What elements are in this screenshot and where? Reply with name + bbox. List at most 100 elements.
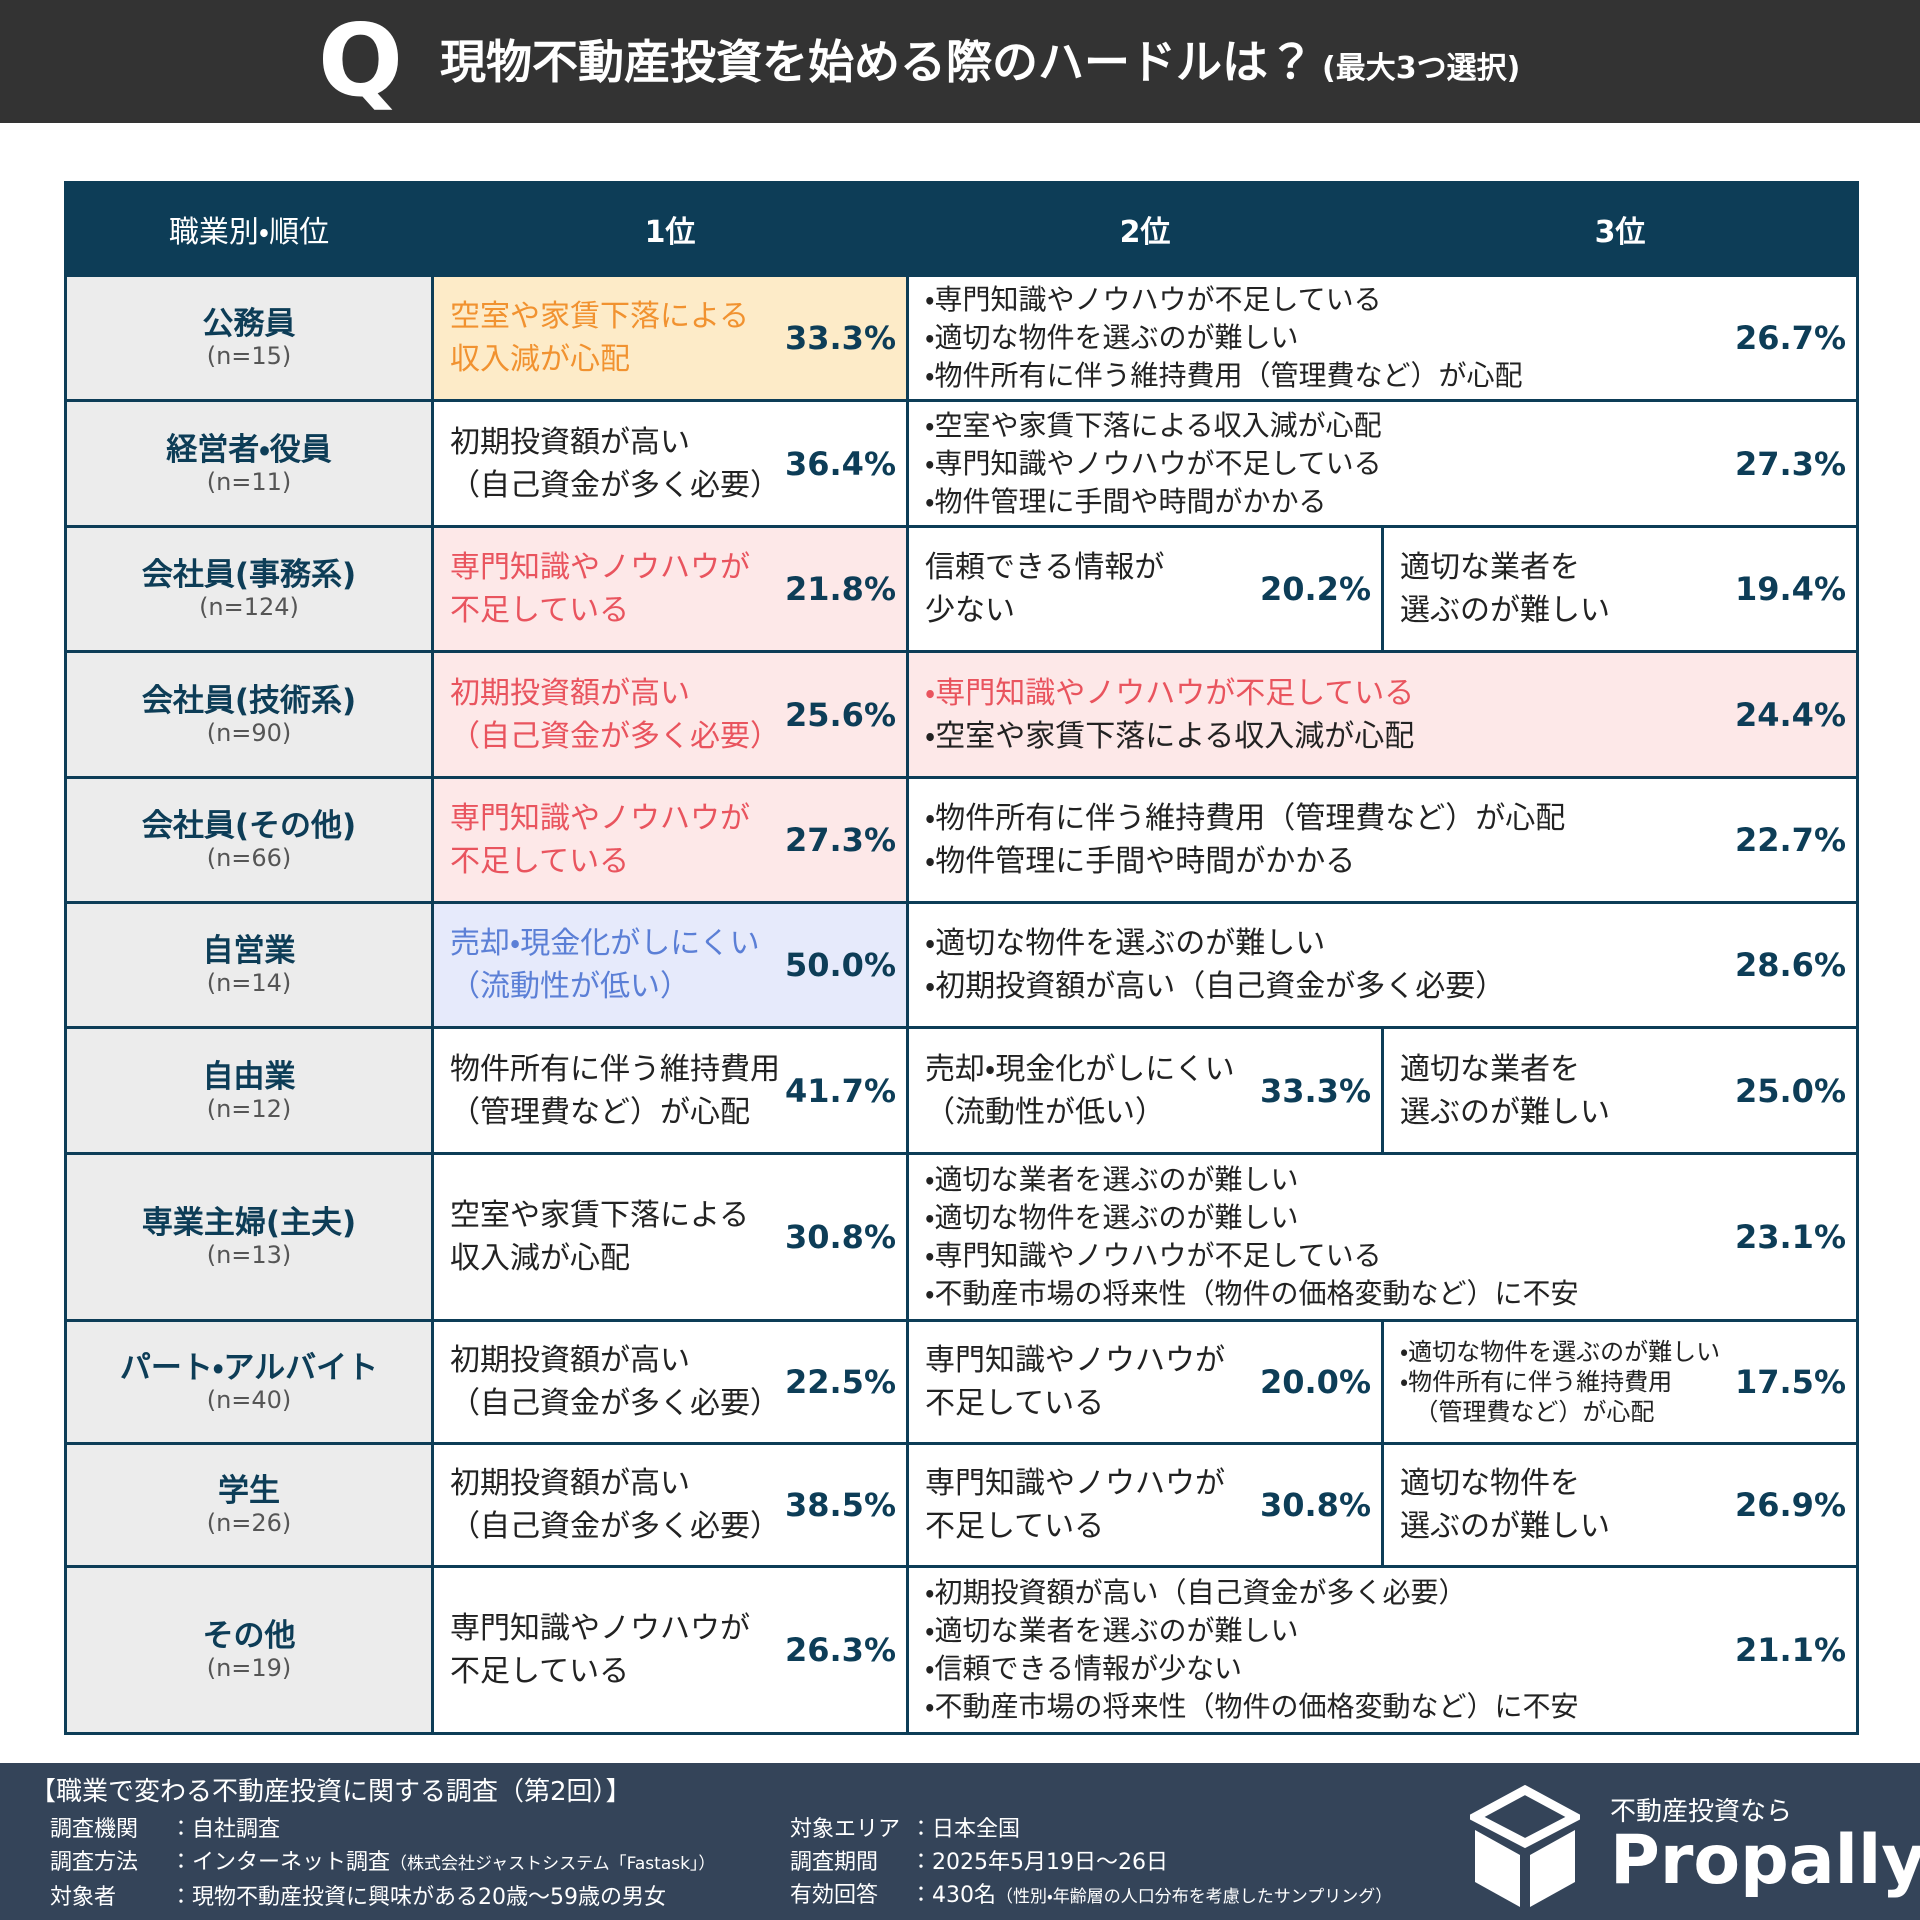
reason-line: 不足している — [450, 593, 630, 628]
cell-content: 売却・現金化がしにくい （流動性が低い） 33.3% — [911, 1031, 1380, 1151]
survey-info: 有効回答 ：430名（性別・年齢層の人口分布を考慮したサンプリング） — [790, 1879, 1392, 1914]
reason-line: ・専門知識やノウハウが不足している — [925, 1239, 1382, 1272]
reason-text: ・空室や家賃下落による収入減が心配 ・専門知識やノウハウが不足している ・物件管理に… — [925, 407, 1382, 521]
rank-cell: ・初期投資額が高い（自己資金が多く必要） ・適切な業者を選ぶのが難しい ・信頼できる… — [906, 1565, 1859, 1735]
percentage: 30.8% — [1259, 1486, 1371, 1524]
title-text: 現物不動産投資を始める際のハードルは？ — [440, 35, 1314, 89]
reason-line: ・専門知識やノウハウが不足している — [925, 675, 1415, 711]
occupation-cell: 会社員(技術系) (n=90) — [64, 650, 434, 779]
reason-line: 適切な業者を — [1400, 1051, 1580, 1087]
reason-text: 初期投資額が高い （自己資金が多く必要） — [450, 1339, 780, 1425]
cell-content: 初期投資額が高い （自己資金が多く必要） 25.6% — [436, 655, 905, 775]
rank-cell: 初期投資額が高い （自己資金が多く必要） 22.5% — [431, 1319, 909, 1445]
sample-size: (n=124) — [199, 593, 299, 621]
reason-line: ・専門知識やノウハウが不足している — [925, 283, 1382, 316]
cell-content: 専門知識やノウハウが 不足している 27.3% — [436, 781, 905, 900]
cell-content: 物件所有に伴う維持費用 （管理費など）が心配 41.7% — [436, 1031, 905, 1151]
reason-line: 初期投資額が高い — [450, 424, 690, 460]
cell-content: ・適切な物件を選ぶのが難しい ・初期投資額が高い（自己資金が多く必要） 28.6% — [911, 906, 1855, 1025]
info-value: ：2025年5月19日〜26日 — [910, 1850, 1168, 1875]
info-label: 対象エリア — [790, 1817, 901, 1842]
cell-content: ・物件所有に伴う維持費用（管理費など）が心配 ・物件管理に手間や時間がかかる 22.… — [911, 781, 1855, 900]
percentage: 25.6% — [784, 695, 896, 734]
column-header: 2位 — [906, 181, 1384, 277]
cell-content: 専門知識やノウハウが 不足している 26.3% — [436, 1570, 905, 1731]
cell-content: ・空室や家賃下落による収入減が心配 ・専門知識やノウハウが不足している ・物件管理に… — [911, 404, 1855, 524]
sample-size: (n=66) — [206, 844, 292, 872]
rank-cell: 専門知識やノウハウが 不足している 26.3% — [431, 1565, 909, 1735]
reason-line: 売却・現金化がしにくい — [925, 1051, 1235, 1087]
info-value: ：現物不動産投資に興味がある20歳〜59歳の男女 — [170, 1885, 666, 1910]
occupation-name: 学生 — [218, 1473, 280, 1509]
reason-line: 空室や家賃下落による — [450, 299, 750, 334]
table-row: 自営業 (n=14) 売却・現金化がしにくい （流動性が低い） 50.0% ・適切な物件を… — [64, 901, 1859, 1029]
percentage: 36.4% — [784, 444, 896, 483]
percentage: 33.3% — [784, 319, 896, 357]
reason-text: ・専門知識やノウハウが不足している ・適切な物件を選ぶのが難しい ・物件所有に伴う維… — [925, 281, 1523, 395]
cell-content: 空室や家賃下落による 収入減が心配 33.3% — [436, 279, 905, 398]
reason-line: 収入減が心配 — [450, 342, 630, 377]
title: 現物不動産投資を始める際のハードルは？ (最大3つ選択) — [440, 34, 1520, 97]
reason-text: 適切な業者を 選ぶのが難しい — [1400, 1048, 1610, 1134]
cell-content: 初期投資額が高い （自己資金が多く必要） 38.5% — [436, 1447, 905, 1564]
rank-cell: 空室や家賃下落による 収入減が心配 30.8% — [431, 1152, 909, 1322]
percentage: 17.5% — [1734, 1363, 1846, 1401]
sample-size: (n=12) — [206, 1094, 292, 1123]
reason-line: 専門知識やノウハウが — [925, 1466, 1225, 1501]
reason-line: （管理費など）が心配 — [450, 1094, 750, 1130]
occupation-name: 会社員(技術系) — [141, 682, 357, 719]
reason-line: ・不動産市場の将来性（物件の価格変動など）に不安 — [925, 1277, 1579, 1310]
reason-line: 物件所有に伴う維持費用 — [450, 1051, 780, 1087]
reason-line: （流動性が低い） — [925, 1094, 1165, 1130]
reason-text: ・適切な物件を選ぶのが難しい ・初期投資額が高い（自己資金が多く必要） — [925, 922, 1505, 1008]
info-value: ：日本全国 — [910, 1817, 1021, 1842]
table-row: 会社員(事務系) (n=124) 専門知識やノウハウが 不足している 21.8% 信頼でき… — [64, 525, 1859, 653]
table-row: 専業主婦(主夫) (n=13) 空室や家賃下落による 収入減が心配 30.8% ・適切な業… — [64, 1152, 1859, 1322]
rank-cell: 専門知識やノウハウが 不足している 21.8% — [431, 525, 909, 653]
rank-cell: ・適切な物件を選ぶのが難しい ・物件所有に伴う維持費用 （管理費など）が心配 17.5… — [1381, 1319, 1859, 1445]
sample-size: (n=11) — [206, 467, 292, 496]
reason-text: 専門知識やノウハウが 不足している — [450, 546, 750, 632]
reason-line: ・物件管理に手間や時間がかかる — [925, 484, 1327, 518]
percentage: 22.5% — [784, 1363, 896, 1401]
occupation-cell: その他 (n=19) — [64, 1565, 434, 1735]
rank-cell: 初期投資額が高い （自己資金が多く必要） 25.6% — [431, 650, 909, 779]
rank-cell: 物件所有に伴う維持費用 （管理費など）が心配 41.7% — [431, 1026, 909, 1155]
survey-info: 対象エリア ：日本全国 — [790, 1813, 1392, 1846]
table-row: 会社員(技術系) (n=90) 初期投資額が高い （自己資金が多く必要） 25.6% ・専… — [64, 650, 1859, 779]
reason-text: 適切な物件を 選ぶのが難しい — [1400, 1462, 1610, 1548]
reason-text: ・物件所有に伴う維持費用（管理費など）が心配 ・物件管理に手間や時間がかかる — [925, 797, 1565, 883]
reason-line: 専門知識やノウハウが — [450, 801, 750, 836]
reason-text: ・適切な業者を選ぶのが難しい ・適切な物件を選ぶのが難しい ・専門知識やノウハウが不… — [925, 1161, 1579, 1313]
reason-line: ・物件管理に手間や時間がかかる — [925, 844, 1356, 879]
occupation-name: 経営者・役員 — [166, 431, 332, 468]
header-row: 職業別・順位 1位 2位 3位 — [64, 181, 1859, 277]
reason-line: 少ない — [925, 593, 1015, 628]
occupation-name: その他 — [202, 1618, 296, 1654]
occupation-cell: 会社員(その他) (n=66) — [64, 776, 434, 904]
reason-line: 適切な業者を — [1400, 550, 1580, 585]
cell-content: ・専門知識やノウハウが不足している ・空室や家賃下落による収入減が心配 24.4% — [911, 655, 1855, 775]
cell-content: 売却・現金化がしにくい （流動性が低い） 50.0% — [436, 906, 905, 1025]
reason-line: 不足している — [450, 1654, 630, 1689]
cell-content: 専門知識やノウハウが 不足している 20.0% — [911, 1324, 1380, 1441]
reason-text: 空室や家賃下落による 収入減が心配 — [450, 295, 749, 381]
q-mark: Q — [318, 2, 404, 119]
reason-text: 専門知識やノウハウが 不足している — [450, 797, 750, 883]
percentage: 27.3% — [1734, 444, 1846, 483]
percentage: 24.4% — [1734, 695, 1846, 734]
reason-line: （管理費など）が心配 — [1414, 1398, 1655, 1426]
percentage: 27.3% — [784, 821, 896, 859]
rank-cell: ・適切な物件を選ぶのが難しい ・初期投資額が高い（自己資金が多く必要） 28.6% — [906, 901, 1859, 1029]
reason-line: ・空室や家賃下落による収入減が心配 — [925, 718, 1415, 754]
reason-line: ・物件所有に伴う維持費用（管理費など）が心配 — [925, 801, 1566, 836]
survey-info: 調査機関 ：自社調査 — [50, 1813, 715, 1846]
reason-text: 売却・現金化がしにくい （流動性が低い） — [450, 922, 760, 1008]
cell-content: 空室や家賃下落による 収入減が心配 30.8% — [436, 1157, 905, 1318]
rank-cell: ・専門知識やノウハウが不足している ・空室や家賃下落による収入減が心配 24.4% — [906, 650, 1859, 779]
rank-cell: 初期投資額が高い （自己資金が多く必要） 36.4% — [431, 399, 909, 528]
table-row: パート・アルバイト (n=40) 初期投資額が高い （自己資金が多く必要） 22.5% 専… — [64, 1319, 1859, 1445]
sample-size: (n=90) — [206, 718, 292, 747]
occupation-cell: 専業主婦(主夫) (n=13) — [64, 1152, 434, 1322]
reason-line: 売却・現金化がしにくい — [450, 926, 760, 961]
